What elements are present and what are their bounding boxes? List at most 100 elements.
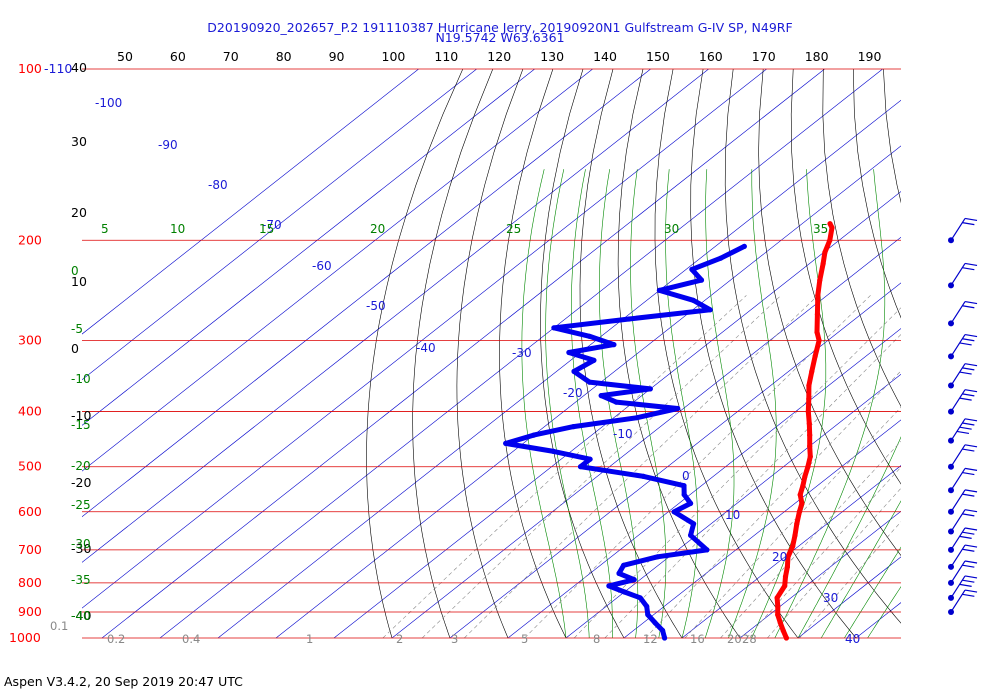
dry-adiabat-line: [366, 69, 464, 639]
left-green-scale-label: -5: [71, 322, 83, 336]
height-scale-label: 0: [71, 341, 79, 356]
dewpoint-point: [577, 464, 584, 470]
dewpoint-point: [531, 432, 537, 438]
pressure-tick-label: 700: [18, 542, 42, 557]
pressure-tick-label: 900: [18, 604, 42, 619]
height-scale-label: 10: [71, 274, 87, 289]
dewpoint-point: [586, 379, 593, 385]
pressure-tick-label: 600: [18, 504, 42, 519]
mixing-ratio-label: 5: [521, 632, 528, 646]
moist-adiabat-line: [571, 169, 613, 639]
temperature-point: [784, 564, 791, 570]
dewpoint-point: [634, 415, 640, 421]
isotherm-line: [914, 69, 1000, 638]
dewpoint-point: [654, 554, 661, 560]
mixing-ratio-label: 0.4: [182, 632, 200, 646]
temperature-point: [812, 353, 818, 359]
isotherm-label: -40: [416, 341, 436, 355]
mixing-ratio-label: 3: [451, 632, 458, 646]
isotherm-line: [333, 191, 901, 639]
mixing-ratio-label: 20: [727, 632, 742, 646]
dry-adiabat-line: [540, 69, 625, 639]
dewpoint-point: [644, 603, 650, 610]
dewpoint-point: [707, 307, 713, 313]
theta-e-label: 5: [101, 222, 109, 236]
left-green-scale-label: -20: [71, 459, 91, 473]
dry-adiabat-line: [617, 69, 741, 639]
moist-adiabat-line: [521, 169, 567, 639]
dewpoint-point: [616, 570, 622, 577]
mixing-ratio-line: [524, 295, 871, 639]
isotherm-line: [82, 69, 767, 609]
isotherm-label: 20: [772, 550, 787, 564]
isotherm-label: -60: [312, 259, 332, 273]
wind-barb: [948, 527, 978, 553]
theta-e-label: 25: [506, 222, 521, 236]
dewpoint-point: [662, 635, 668, 641]
mixing-ratio-line: [645, 370, 901, 639]
pressure-tick-label: 800: [18, 575, 42, 590]
footer-version: Aspen V3.4.2, 20 Sep 2019 20:47 UTC: [4, 674, 243, 689]
mixing-ratio-label: 12: [643, 632, 658, 646]
chart-subtitle: N19.5742 W63.6361: [435, 30, 565, 45]
dewpoint-point: [704, 547, 710, 553]
temperature-point: [807, 454, 813, 460]
temperature-point: [809, 368, 815, 374]
temperature-point: [817, 277, 823, 283]
left-green-scale-label: -15: [71, 418, 91, 432]
temperature-point: [794, 521, 800, 527]
moist-adiabat-line: [630, 169, 667, 639]
pressure-tick-label: 500: [18, 459, 42, 474]
dewpoint-point: [681, 492, 687, 498]
isotherm-line: [507, 328, 901, 639]
pressure-tick-label: 1000: [9, 630, 41, 645]
temperature-point: [816, 337, 822, 344]
isotherm-line: [565, 373, 901, 639]
wind-barb: [948, 467, 978, 494]
isotherm-label: -80: [208, 178, 228, 192]
dewpoint-point: [621, 589, 628, 595]
temperature-point: [792, 532, 798, 538]
left-green-scale-label: -40: [71, 609, 91, 623]
wind-barb: [948, 489, 978, 515]
temperature-point: [815, 292, 821, 298]
isotherm-line: [82, 69, 535, 426]
isotherm-line: [101, 69, 825, 639]
temperature-point: [782, 574, 789, 580]
dry-adiabat-line: [412, 69, 494, 639]
dry-adiabat-line: [690, 69, 857, 639]
height-scale-label: -40: [71, 608, 91, 623]
pressure-tick-label: 100: [18, 61, 42, 76]
moist-adiabat-line: [797, 436, 901, 639]
dewpoint-point: [626, 316, 632, 322]
dewpoint-point: [652, 620, 658, 626]
wind-barb: [948, 575, 978, 601]
isotherm-label: -20: [563, 386, 583, 400]
height-scale-label: -10: [71, 408, 91, 423]
temperature-point: [774, 595, 780, 601]
temperature-point: [805, 409, 811, 415]
temperature-point: [782, 583, 788, 589]
theta-e-label: 20: [370, 222, 385, 236]
moist-adiabat-line: [820, 500, 901, 639]
height-scale-label: 40: [71, 60, 87, 75]
temperature-point: [797, 492, 803, 498]
isotherm-line: [82, 69, 419, 335]
wind-barb: [948, 389, 978, 415]
wind-barb: [948, 262, 978, 289]
mixing-ratio-line: [684, 406, 901, 639]
theta-e-label: 10: [170, 222, 185, 236]
top-scale-label: 100: [382, 49, 406, 64]
temperature-point: [805, 464, 811, 470]
dry-adiabat-line: [758, 69, 901, 556]
dewpoint-point: [586, 333, 593, 339]
dry-adiabat-line: [579, 69, 683, 639]
temperature-point: [785, 554, 791, 560]
wind-barb: [948, 589, 978, 615]
dewpoint-point: [741, 243, 747, 249]
temperature-point: [820, 261, 826, 267]
dry-adiabat-line: [456, 69, 524, 639]
isotherm-line: [82, 69, 593, 472]
moist-adiabat-line: [598, 169, 639, 639]
